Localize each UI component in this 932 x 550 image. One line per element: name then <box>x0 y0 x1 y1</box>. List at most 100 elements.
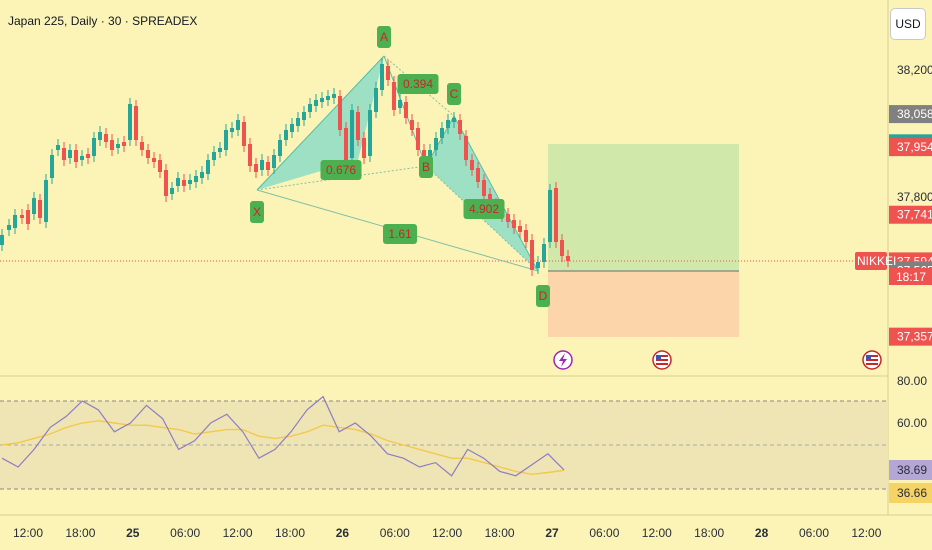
candle[interactable] <box>170 182 174 200</box>
candle[interactable] <box>266 156 270 176</box>
candle[interactable] <box>26 204 30 230</box>
candle[interactable] <box>98 126 102 146</box>
candle[interactable] <box>542 238 546 268</box>
candle[interactable] <box>74 144 78 168</box>
candle[interactable] <box>290 118 294 138</box>
candle[interactable] <box>272 149 276 174</box>
candle[interactable] <box>254 158 258 178</box>
candle[interactable] <box>176 172 180 192</box>
candle[interactable] <box>536 256 540 274</box>
candle[interactable] <box>344 122 348 166</box>
event-us-flag-icon[interactable] <box>652 350 672 370</box>
candle[interactable] <box>314 94 318 112</box>
candle[interactable] <box>188 174 192 190</box>
candle[interactable] <box>7 219 11 236</box>
candle[interactable] <box>92 132 96 162</box>
candle[interactable] <box>350 104 354 164</box>
candle[interactable] <box>332 88 336 104</box>
candle[interactable] <box>56 139 60 156</box>
candle[interactable] <box>80 150 84 166</box>
candle[interactable] <box>416 122 420 156</box>
candle[interactable] <box>260 154 264 176</box>
candle[interactable] <box>296 112 300 132</box>
candle[interactable] <box>122 136 126 152</box>
candle[interactable] <box>434 132 438 156</box>
candle[interactable] <box>326 90 330 106</box>
candle[interactable] <box>386 60 390 86</box>
rsi-tick: 60.00 <box>897 416 927 430</box>
candle[interactable] <box>518 220 522 238</box>
candle[interactable] <box>230 122 234 138</box>
currency-button[interactable]: USD <box>890 8 926 40</box>
candle[interactable] <box>446 114 450 134</box>
candle[interactable] <box>458 114 462 140</box>
candle[interactable] <box>0 229 4 251</box>
candle[interactable] <box>206 154 210 180</box>
candle[interactable] <box>278 134 282 162</box>
candle[interactable] <box>320 92 324 108</box>
candle[interactable] <box>224 124 228 156</box>
candle[interactable] <box>530 234 534 276</box>
candle[interactable] <box>452 112 456 128</box>
event-lightning-icon[interactable] <box>553 350 573 370</box>
candle[interactable] <box>134 100 138 146</box>
candle[interactable] <box>506 208 510 228</box>
candle[interactable] <box>356 106 360 146</box>
candle[interactable] <box>512 214 516 234</box>
candle[interactable] <box>164 164 168 202</box>
candle[interactable] <box>482 174 486 202</box>
candle[interactable] <box>68 144 72 164</box>
candle[interactable] <box>32 192 36 220</box>
candle[interactable] <box>212 146 216 166</box>
candle[interactable] <box>248 138 252 172</box>
time-axis[interactable]: 12:00 18:00 25 06:00 12:00 18:00 26 06:00 12:00 1… <box>13 526 882 540</box>
candle[interactable] <box>464 130 468 166</box>
candle[interactable] <box>110 134 114 156</box>
candle[interactable] <box>140 136 144 156</box>
candle[interactable] <box>392 76 396 116</box>
candle[interactable] <box>218 142 222 158</box>
target-zone[interactable] <box>548 144 739 271</box>
candle[interactable] <box>470 154 474 176</box>
event-us-flag-icon[interactable] <box>862 350 882 370</box>
candle[interactable] <box>194 170 198 188</box>
candle[interactable] <box>146 144 150 164</box>
candle[interactable] <box>308 98 312 118</box>
candle[interactable] <box>302 106 306 126</box>
candle[interactable] <box>86 148 90 164</box>
candle[interactable] <box>50 149 54 184</box>
candle[interactable] <box>476 162 480 188</box>
stop-zone[interactable] <box>548 271 739 337</box>
candle[interactable] <box>152 152 156 168</box>
candle[interactable] <box>566 250 570 267</box>
candle[interactable] <box>128 98 132 146</box>
candle[interactable] <box>560 234 564 262</box>
candle[interactable] <box>104 128 108 148</box>
candle[interactable] <box>404 96 408 124</box>
candle[interactable] <box>368 104 372 162</box>
candle[interactable] <box>242 116 246 152</box>
candle[interactable] <box>44 174 48 228</box>
candle[interactable] <box>362 132 366 164</box>
candle[interactable] <box>158 154 162 178</box>
candle[interactable] <box>440 122 444 144</box>
candle[interactable] <box>410 114 414 136</box>
price-axis[interactable]: 38,200 37,800 <box>897 63 932 204</box>
candle[interactable] <box>20 209 24 224</box>
candle[interactable] <box>374 82 378 118</box>
candle[interactable] <box>13 209 17 234</box>
candle[interactable] <box>200 166 204 184</box>
candle[interactable] <box>380 58 384 96</box>
candle[interactable] <box>182 174 186 192</box>
candle[interactable] <box>62 142 66 166</box>
candle[interactable] <box>554 182 558 248</box>
candle[interactable] <box>116 138 120 154</box>
candle[interactable] <box>524 224 528 248</box>
candle[interactable] <box>338 90 342 136</box>
candle[interactable] <box>284 124 288 146</box>
candle[interactable] <box>236 114 240 136</box>
candle[interactable] <box>38 194 42 224</box>
candle[interactable] <box>548 184 552 248</box>
candle[interactable] <box>398 94 402 114</box>
